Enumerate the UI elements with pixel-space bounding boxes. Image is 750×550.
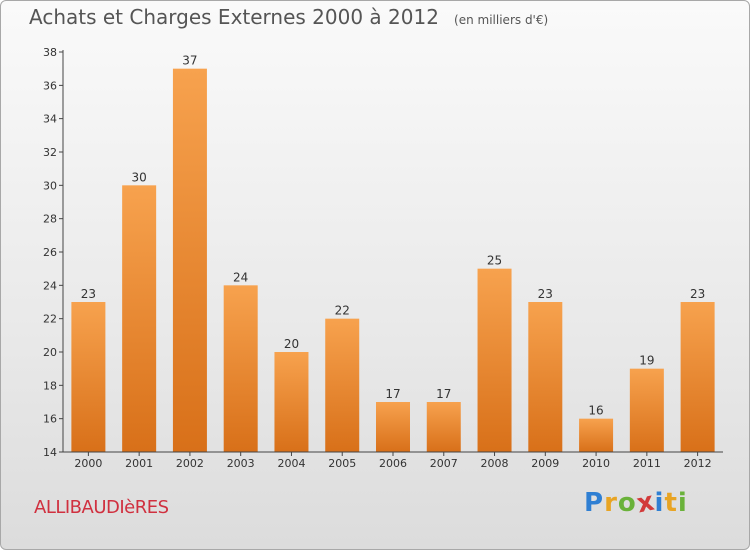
value-label-2000: 23 xyxy=(81,287,96,301)
x-tick-label-2000: 2000 xyxy=(74,457,102,470)
y-tick-label: 26 xyxy=(43,246,57,259)
y-tick-label: 14 xyxy=(43,446,57,459)
value-label-2008: 25 xyxy=(487,254,502,268)
y-tick-label: 28 xyxy=(43,213,57,226)
value-label-2004: 20 xyxy=(284,337,299,351)
bar-2010 xyxy=(579,418,614,452)
value-label-2001: 30 xyxy=(132,170,147,184)
bar-2002 xyxy=(172,68,207,453)
x-tick-label-2002: 2002 xyxy=(176,457,204,470)
x-tick-label-2005: 2005 xyxy=(328,457,356,470)
bar-2012 xyxy=(680,302,715,452)
y-tick-label: 18 xyxy=(43,379,57,392)
y-tick-label: 24 xyxy=(43,279,57,292)
bars-group: 23 30 37 24 20 22 17 17 25 23 16 19 23 xyxy=(71,54,715,453)
bar-2011 xyxy=(629,368,664,452)
logo-letter: r xyxy=(604,488,618,518)
y-tick-label: 38 xyxy=(43,46,57,59)
title-row: Achats et Charges Externes 2000 à 2012 (… xyxy=(29,5,548,29)
bar-2007 xyxy=(426,402,461,452)
x-tick-label-2006: 2006 xyxy=(379,457,407,470)
logo-letter: i xyxy=(654,488,665,518)
bar-2000 xyxy=(71,302,106,452)
bar-2004 xyxy=(274,352,309,452)
bar-2003 xyxy=(223,285,258,452)
value-label-2005: 22 xyxy=(335,304,350,318)
y-tick-label: 22 xyxy=(43,313,57,326)
value-label-2007: 17 xyxy=(436,387,451,401)
value-label-2009: 23 xyxy=(538,287,553,301)
x-tick-label-2011: 2011 xyxy=(633,457,661,470)
x-tick-label-2012: 2012 xyxy=(684,457,712,470)
value-label-2011: 19 xyxy=(639,354,654,368)
y-tick-label: 16 xyxy=(43,413,57,426)
chart-title: Achats et Charges Externes 2000 à 2012 xyxy=(29,5,439,29)
logo-letter: P xyxy=(584,488,605,518)
y-tick-label: 32 xyxy=(43,146,57,159)
x-tick-label-2001: 2001 xyxy=(125,457,153,470)
bar-2006 xyxy=(376,402,410,452)
bar-2005 xyxy=(325,318,360,452)
x-tick-label-2010: 2010 xyxy=(582,457,610,470)
x-tick-label-2007: 2007 xyxy=(430,457,458,470)
axes-group: 14 16 18 20 22 24 26 28 30 32 34 36 38 2000 2001 2002 20… xyxy=(43,46,723,470)
value-label-2006: 17 xyxy=(385,387,400,401)
y-tick-label: 36 xyxy=(43,79,57,92)
value-label-2010: 16 xyxy=(588,404,603,418)
bar-2008 xyxy=(477,268,512,452)
chart-subtitle: (en milliers d'€) xyxy=(454,13,549,27)
y-tick-label: 20 xyxy=(43,346,57,359)
commune-name: ALLIBAUDIèRES xyxy=(34,497,169,518)
bar-2009 xyxy=(528,302,563,452)
bar-2001 xyxy=(122,185,157,453)
value-label-2012: 23 xyxy=(690,287,705,301)
logo-letter: o xyxy=(617,488,637,518)
x-tick-label-2004: 2004 xyxy=(277,457,305,470)
value-label-2003: 24 xyxy=(233,270,248,284)
x-tick-label-2003: 2003 xyxy=(227,457,255,470)
x-tick-label-2009: 2009 xyxy=(531,457,559,470)
y-tick-label: 34 xyxy=(43,113,57,126)
proxiti-logo[interactable]: Proxiti xyxy=(584,486,688,519)
logo-letter: i xyxy=(677,488,688,518)
x-tick-label-2008: 2008 xyxy=(481,457,509,470)
value-label-2002: 37 xyxy=(182,54,197,68)
y-tick-label: 30 xyxy=(43,179,57,192)
logo-letter: t xyxy=(664,488,678,518)
